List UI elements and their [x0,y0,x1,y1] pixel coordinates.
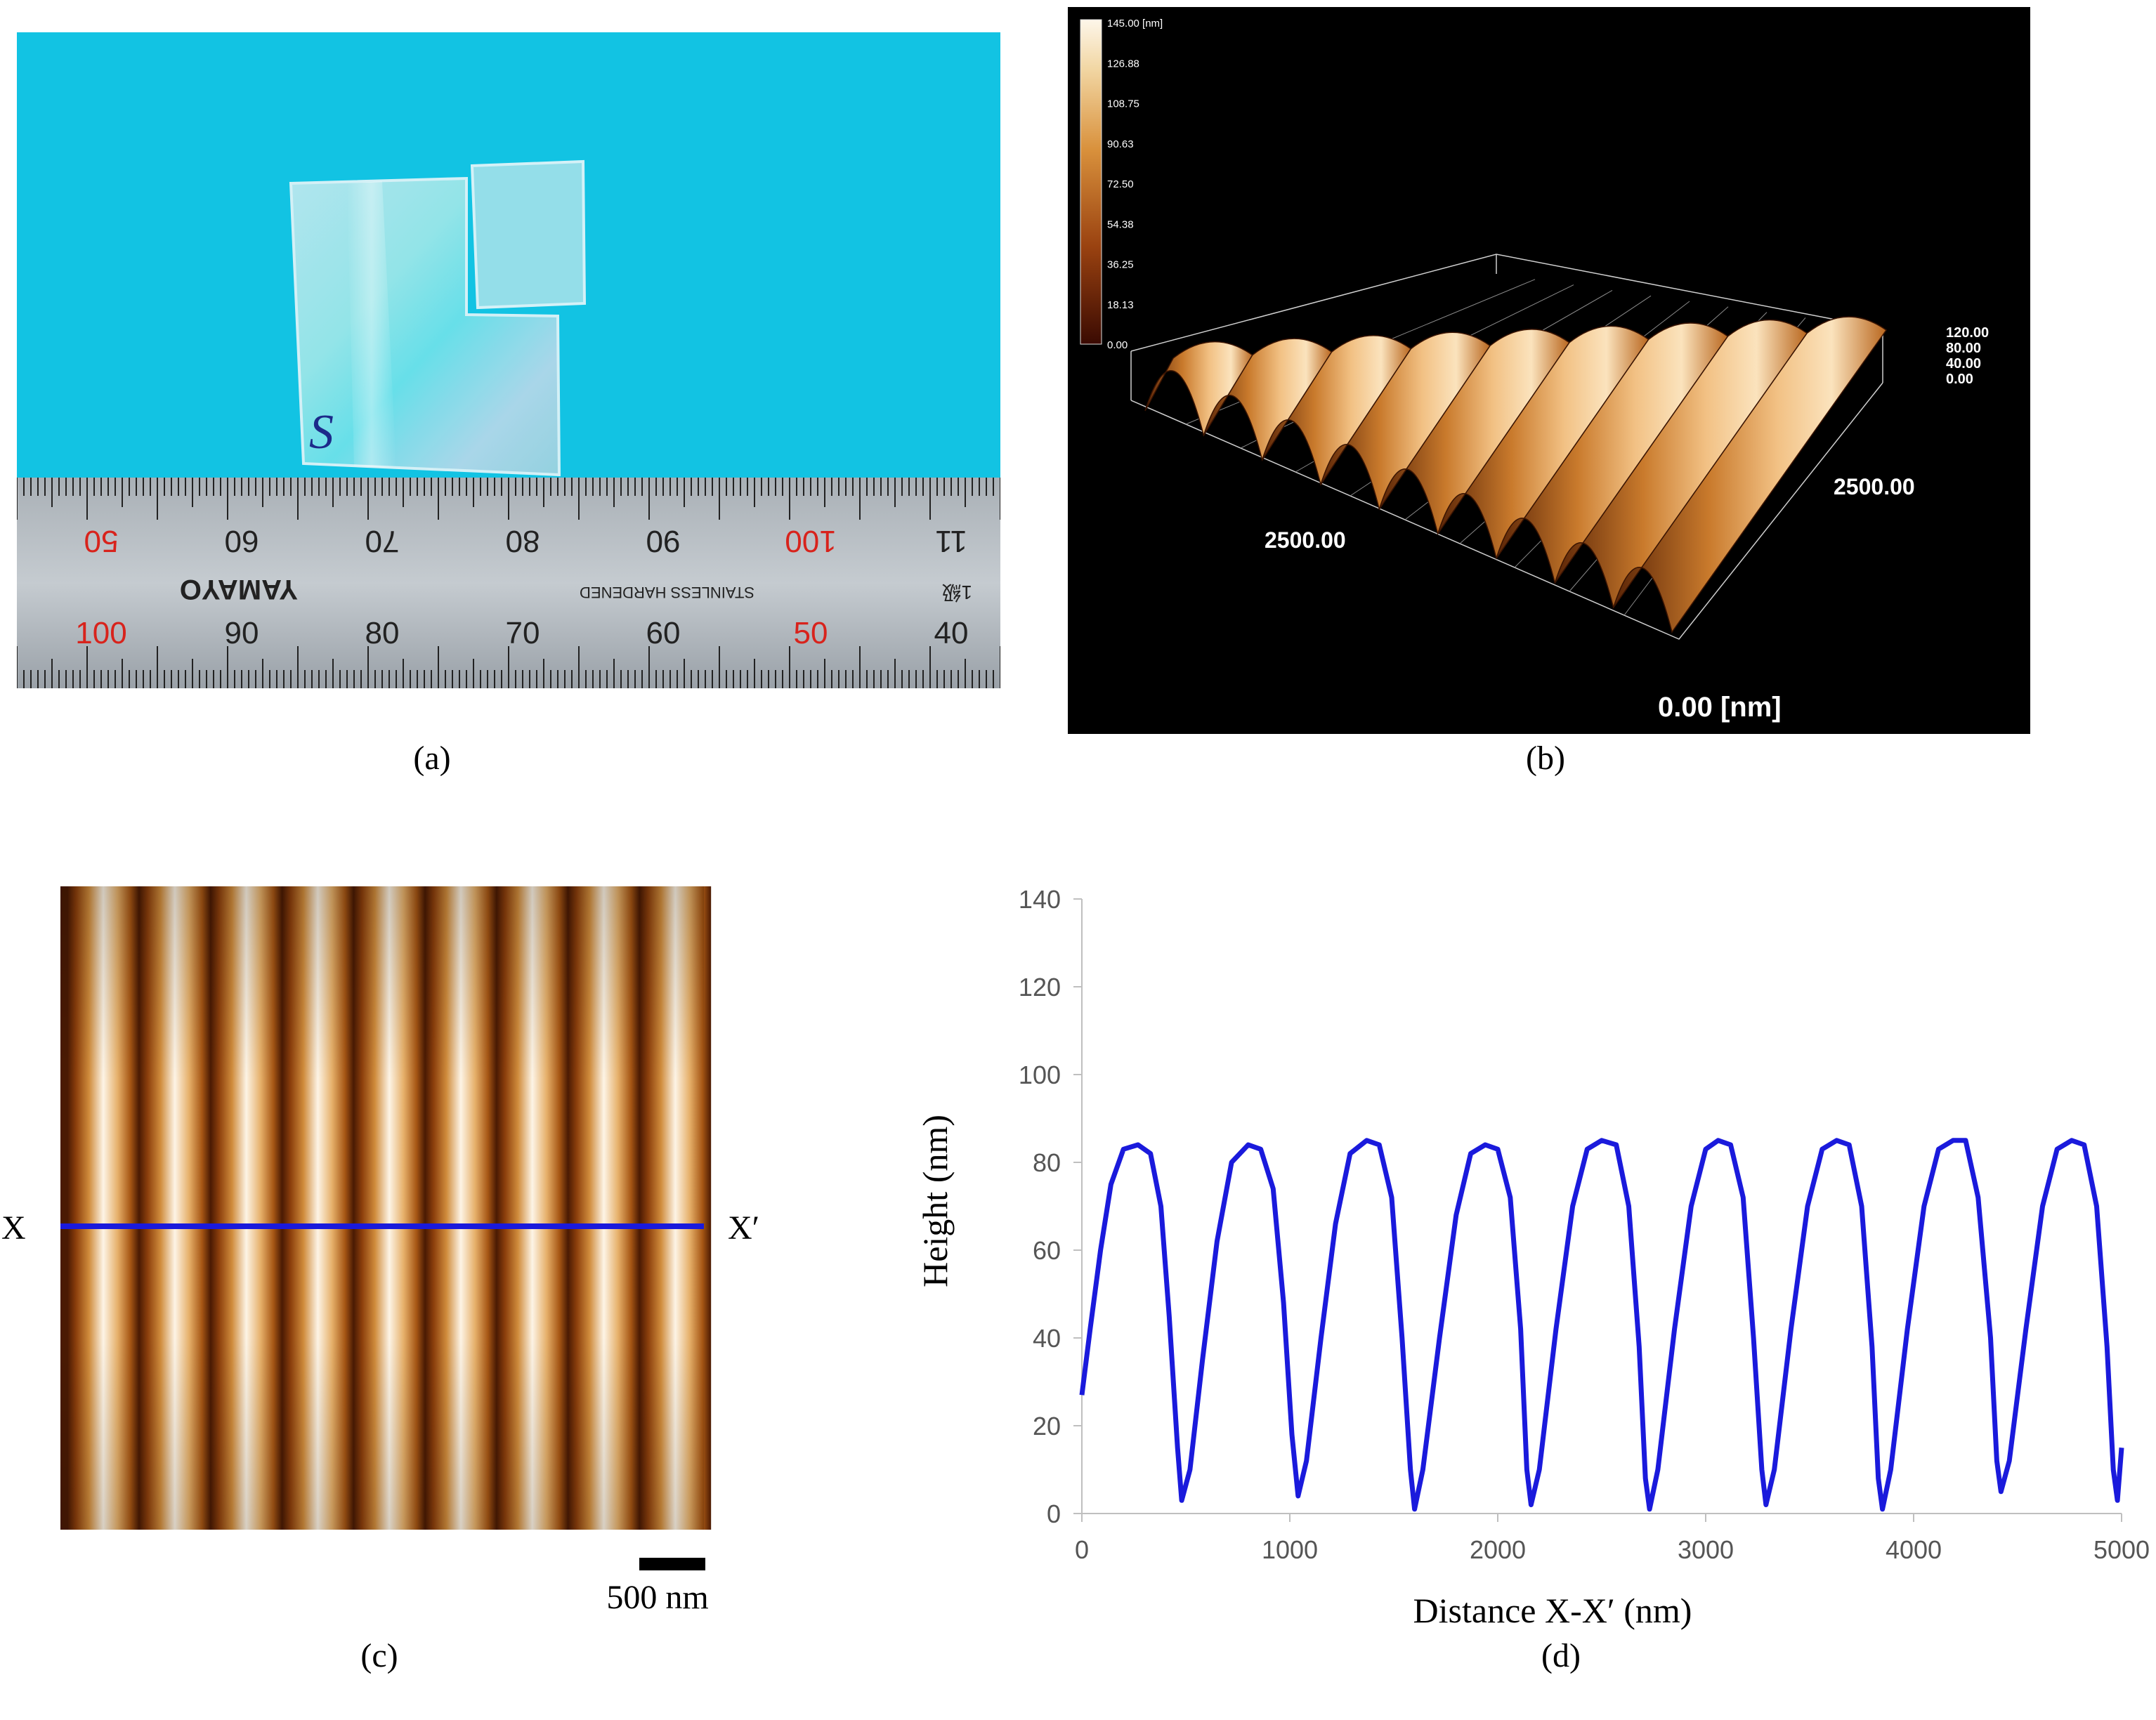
ruler-ticks-bottom [16,646,1001,688]
colorbar-label: 145.00 [nm] [1107,18,1163,29]
colorbar-label: 90.63 [1107,138,1134,150]
sample-photo: S 50 60 70 80 90 100 11 100 90 80 70 60 50 40 YAMAYO… [16,32,1001,688]
ruler-top-label: 80 [506,524,540,558]
scale-bar-label: 500 nm [606,1579,708,1616]
ruler-bottom-label: 40 [934,616,969,650]
grating-ridge [1612,316,1888,633]
y-tick-label: 0 [1047,1499,1061,1528]
y-tick-label: 80 [1033,1148,1061,1177]
caption-d: (d) [1541,1637,1581,1674]
colorbar-label: 108.75 [1107,98,1139,110]
axis-box [1130,254,1883,640]
caption-c: (c) [360,1637,398,1674]
ruler-ticks-top [16,478,1001,520]
y-tick-label: 140 [1019,885,1061,914]
x-tick-label: 4000 [1886,1535,1942,1564]
colorbar-label: 36.25 [1107,259,1134,271]
z-axis-label: 40.00 [1946,356,1981,372]
panel-d-chart: 0 20 40 60 80 100 120 140 0 1000 2000 3000 4000 5000 … [885,871,2156,1643]
marker-x-prime: X′ [728,1209,759,1247]
ruler-top-label: 70 [365,524,400,558]
chart-tick-labels: 0 20 40 60 80 100 120 140 0 1000 2000 3000 4000 5000 [1019,885,2150,1564]
origin-label: 0.00 [nm] [1658,692,1782,723]
panel-a-photo: S 50 60 70 80 90 100 11 100 90 80 70 60 50 40 YAMAYO… [16,32,1001,688]
colorbar-labels: 145.00 [nm] 126.88 108.75 90.63 72.50 54.38 36… [1107,18,1163,351]
ruler-top-label: 90 [646,524,681,558]
y-tick-label: 60 [1033,1236,1061,1265]
chart-axes [1073,898,2122,1522]
x-tick-label: 5000 [2093,1535,2150,1564]
y-tick-label: 40 [1033,1324,1061,1353]
caption-b: (b) [1526,740,1565,777]
ruler-stainless-text: STAINLESS HARDENED [580,584,754,601]
panel-c-afm-topview: X X′ 500 nm [0,878,773,1622]
steel-ruler: 50 60 70 80 90 100 11 100 90 80 70 60 50 40 YAMAYO S… [16,478,1001,688]
caption-a: (a) [413,740,451,777]
y-tick-label: 100 [1019,1061,1061,1089]
ruler-bottom-label: 60 [646,616,681,650]
ruler-top-label: 60 [225,524,259,558]
y-axis-title: Height (nm) [915,1115,955,1287]
colorbar-label: 54.38 [1107,218,1134,230]
ruler-top-label: 50 [84,524,119,558]
ruler-bottom-label: 80 [365,616,400,650]
x-axis-label: 2500.00 [1265,527,1346,553]
afm-3d-render: 145.00 [nm] 126.88 108.75 90.63 72.50 54.38 36… [1080,18,1989,723]
ruler-bottom-label: 70 [506,616,540,650]
y-tick-label: 20 [1033,1412,1061,1440]
colorbar [1080,19,1102,345]
grating-ridges [1144,316,1888,633]
ruler-labels-bottom: 100 90 80 70 60 50 40 [75,616,968,650]
ruler-labels-top: 50 60 70 80 90 100 11 [84,524,967,558]
ruler-bottom-label: 100 [75,616,126,650]
x-tick-label: 1000 [1262,1535,1318,1564]
x-tick-label: 3000 [1678,1535,1734,1564]
sample-handwritten-mark: S [309,405,334,459]
colorbar-label: 126.88 [1107,58,1139,70]
x-tick-label: 0 [1075,1535,1089,1564]
height-profile-line [1079,1138,2124,1512]
afm-topview-image: X X′ 500 nm [1,886,759,1616]
scale-bar [639,1558,705,1570]
ruler-grade-text: 1級 [941,582,972,603]
film-sample-small [470,159,587,310]
z-axis-label: 80.00 [1946,341,1981,356]
ruler-brand: YAMAYO [180,574,298,605]
x-tick-label: 2000 [1470,1535,1526,1564]
ruler-bottom-label: 50 [794,616,828,650]
x-axis-title: Distance X-X′ (nm) [1413,1591,1692,1630]
ruler-top-label: 11 [935,524,967,558]
z-axis-label: 0.00 [1946,372,1973,387]
y-axis-label: 2500.00 [1834,474,1915,499]
colorbar-label: 18.13 [1107,299,1134,311]
colorbar-label: 0.00 [1107,339,1128,351]
colorbar-label: 72.50 [1107,178,1134,190]
ruler-bottom-label: 90 [225,616,259,650]
ruler-top-label: 100 [785,524,836,558]
y-tick-label: 120 [1019,973,1061,1002]
z-axis-label: 120.00 [1946,325,1989,341]
marker-x: X [1,1209,26,1247]
panel-b-3d-afm: 145.00 [nm] 126.88 108.75 90.63 72.50 54.38 36… [1068,7,2030,734]
